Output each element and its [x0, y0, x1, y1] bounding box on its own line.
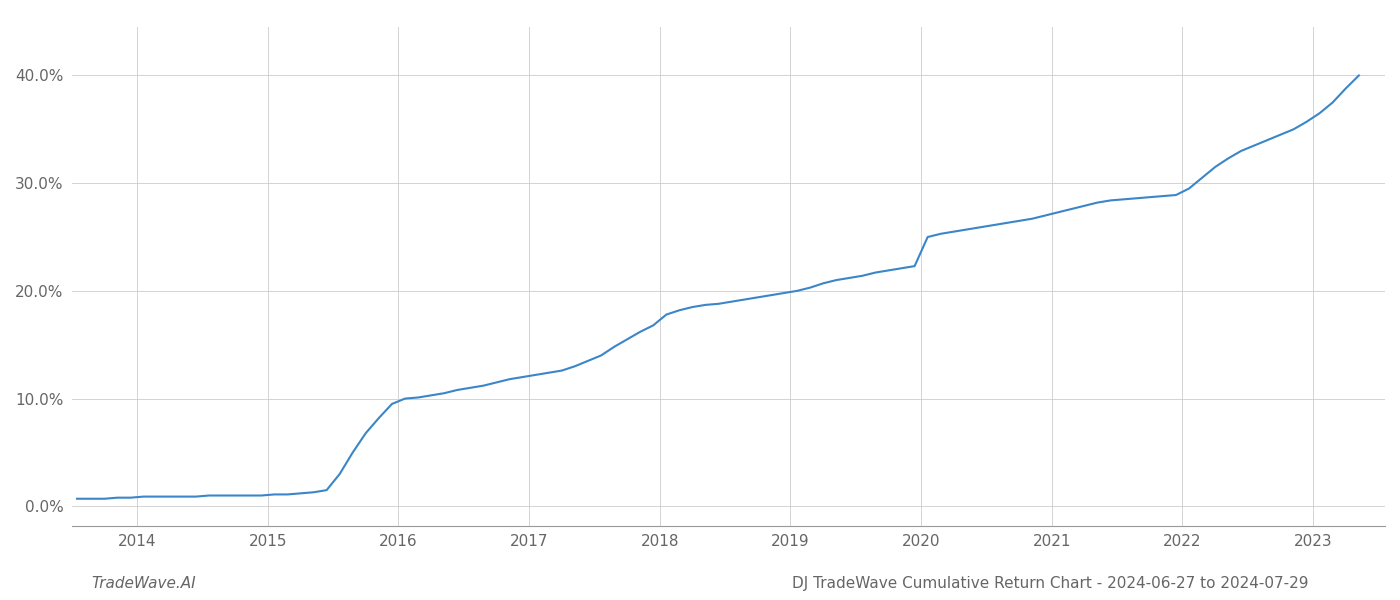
- Text: TradeWave.AI: TradeWave.AI: [91, 576, 196, 591]
- Text: DJ TradeWave Cumulative Return Chart - 2024-06-27 to 2024-07-29: DJ TradeWave Cumulative Return Chart - 2…: [792, 576, 1309, 591]
